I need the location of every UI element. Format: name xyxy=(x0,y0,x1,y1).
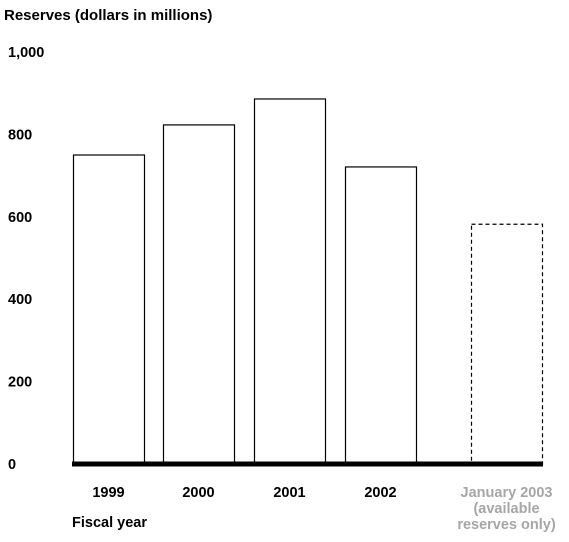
x-tick-label: 1999 xyxy=(92,485,124,501)
bar xyxy=(344,166,418,465)
y-tick-label: 1,000 xyxy=(8,45,44,61)
x-tick-label: 2002 xyxy=(364,485,396,501)
y-tick-label: 200 xyxy=(8,375,32,391)
x-axis-categories: 1999 2000 2001 2002 January 2003 (available re… xyxy=(92,485,555,533)
bars xyxy=(72,98,544,465)
y-tick-label: 400 xyxy=(8,292,32,308)
y-tick-label: 800 xyxy=(8,127,32,143)
x-tick-label: 2001 xyxy=(273,485,305,501)
bar xyxy=(72,154,146,465)
x-axis-label: Fiscal year xyxy=(72,515,147,531)
chart-title: Reserves (dollars in millions) xyxy=(4,7,212,24)
x-tick-label: 2000 xyxy=(182,485,214,501)
y-tick-label: 0 xyxy=(8,457,16,473)
bar xyxy=(253,98,327,465)
y-tick-label: 600 xyxy=(8,210,32,226)
bar xyxy=(162,124,236,465)
y-axis-ticks: 0 200 400 600 800 1,000 xyxy=(8,45,44,473)
bar xyxy=(470,223,544,465)
x-tick-label: January 2003 (available reserves only) xyxy=(457,485,556,533)
